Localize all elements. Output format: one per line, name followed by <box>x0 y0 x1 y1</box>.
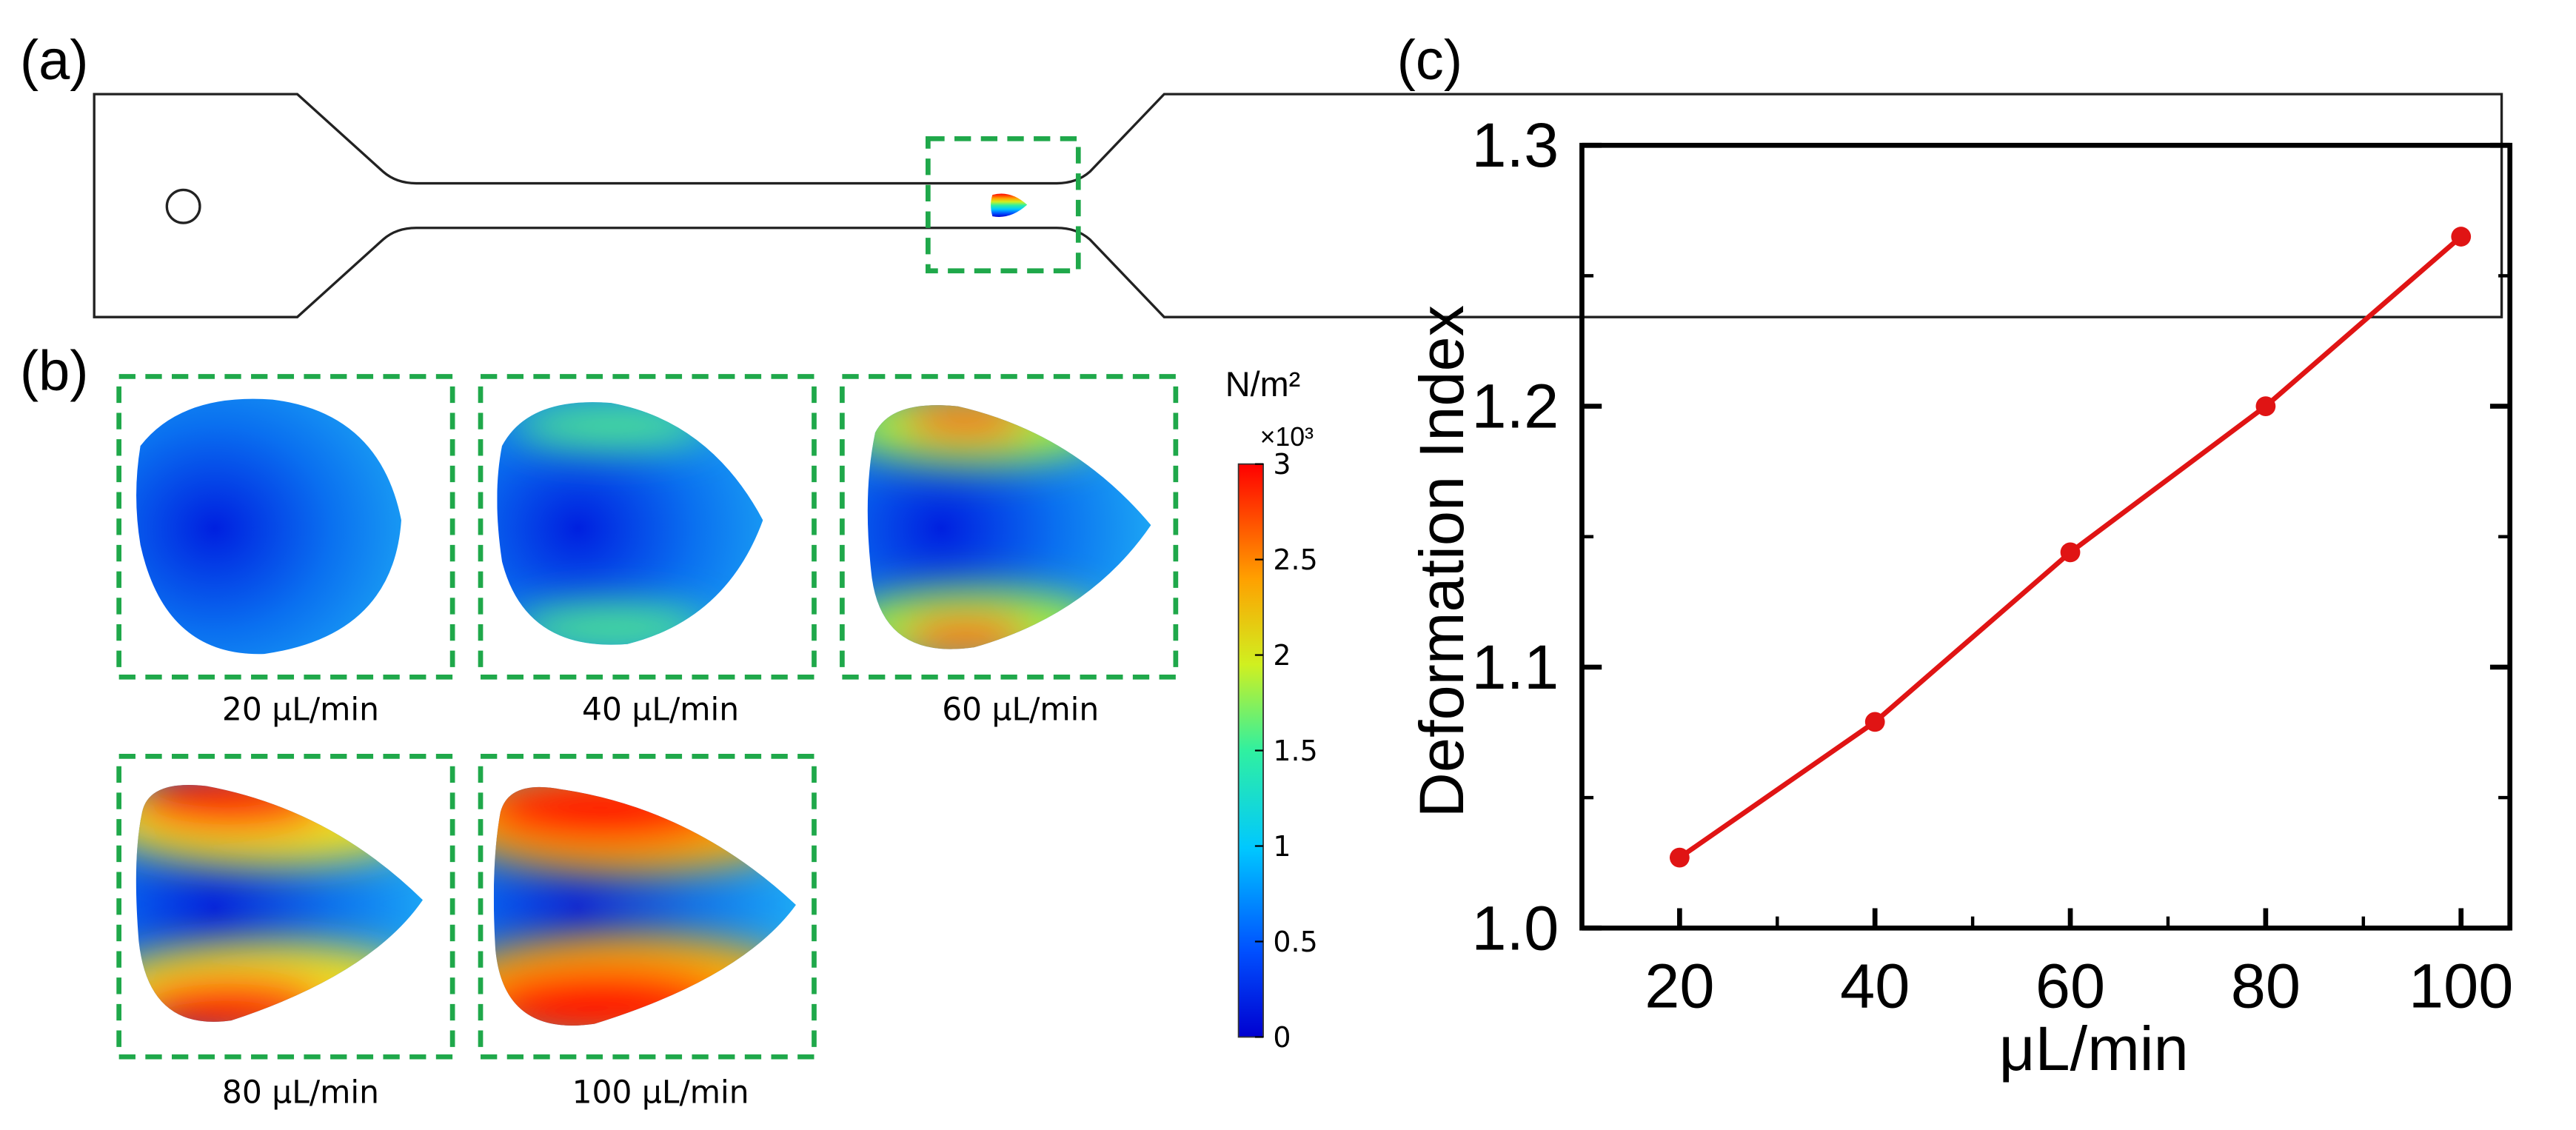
plot: 20 40 60 80 100 1.0 1.1 1.2 1.3 <box>1471 110 2513 1020</box>
caption: 80 μL/min <box>222 1074 379 1111</box>
cell-initial <box>165 188 201 224</box>
colorbar-tick-label: 1.5 <box>1273 735 1317 767</box>
y-tick-label: 1.1 <box>1471 632 1559 702</box>
y-tick-label: 1.2 <box>1471 371 1559 441</box>
colorbar-tick-label: 2 <box>1273 639 1291 672</box>
x-tick-label: 40 <box>1840 950 1910 1020</box>
cell-image <box>136 398 401 655</box>
colorbar-multiplier: ×10³ <box>1260 422 1314 452</box>
image-box <box>116 374 455 680</box>
y-tick-label: 1.0 <box>1471 892 1559 963</box>
cell-image <box>493 786 796 1026</box>
point <box>2060 542 2081 563</box>
image-box <box>116 754 455 1060</box>
y-tick-label: 1.3 <box>1471 110 1559 180</box>
caption: 20 μL/min <box>222 691 379 727</box>
colorbar-ticks: 0 0.5 1 1.5 2 2.5 3 <box>1254 448 1318 1054</box>
image-box <box>478 754 817 1060</box>
x-tick-label: 20 <box>1645 950 1714 1020</box>
colorbar-tick-label: 0 <box>1273 1021 1291 1054</box>
point <box>2255 396 2276 416</box>
colorbar-unit: N/m² <box>1225 365 1300 404</box>
colorbar-tick-label: 1 <box>1273 830 1291 863</box>
x-tick-label: 100 <box>2409 950 2513 1020</box>
caption: 40 μL/min <box>582 691 739 727</box>
cell-image <box>136 785 423 1022</box>
cell-image <box>497 402 763 645</box>
point <box>2451 227 2472 247</box>
panel-label: (a) <box>20 29 89 92</box>
plot-frame <box>1579 142 2513 931</box>
y-axis-label: Deformation Index <box>1406 305 1476 818</box>
colorbar-tick-label: 2.5 <box>1273 544 1317 576</box>
x-axis-label: μL/min <box>1999 1013 2189 1083</box>
x-tick-label: 60 <box>2035 950 2105 1020</box>
panel-label: (b) <box>20 339 89 402</box>
point <box>1669 847 1690 868</box>
image-box <box>840 374 1179 680</box>
cell-images: 20 μL/min 40 μL/min 60 μL/min 80 μL/min … <box>116 374 1179 1111</box>
cell-deformed <box>991 193 1028 217</box>
zoom-box <box>926 136 1081 274</box>
point <box>1864 712 1885 732</box>
panel-label: (c) <box>1397 29 1462 92</box>
caption: 100 μL/min <box>572 1074 749 1111</box>
colorbar-tick-label: 0.5 <box>1273 926 1317 958</box>
channel <box>93 93 2503 318</box>
colorbar-tick-label: 3 <box>1273 448 1291 481</box>
caption: 60 μL/min <box>942 691 1099 727</box>
cell-image <box>867 405 1151 649</box>
image-box <box>478 374 817 680</box>
x-tick-label: 80 <box>2231 950 2301 1020</box>
